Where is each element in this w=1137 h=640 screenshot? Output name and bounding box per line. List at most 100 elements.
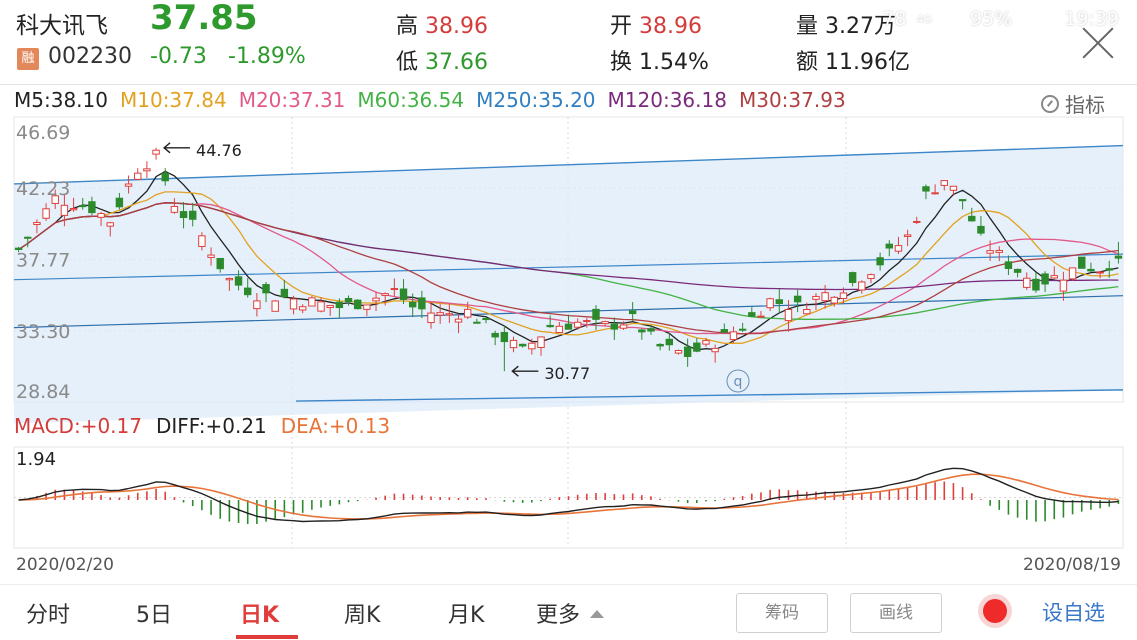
annotations: 44.76 30.77 (162, 141, 590, 383)
candle-down (738, 328, 747, 331)
stock-name: 科大讯飞 (16, 13, 108, 39)
candle-up (573, 321, 582, 328)
candle-down (958, 199, 967, 202)
record-dot-icon[interactable] (983, 599, 1007, 623)
candle-up (1096, 271, 1104, 274)
date-end-label: 2020/08/19 (1023, 555, 1121, 575)
candle-down (14, 247, 23, 250)
candle-up (308, 297, 316, 307)
candle-down (610, 323, 619, 330)
tab-monthly-k[interactable]: 月K (448, 603, 485, 628)
candle-up (858, 281, 866, 291)
chips-button[interactable]: 筹码 (736, 593, 828, 633)
candle-down (656, 343, 664, 347)
signal-icon (942, 11, 960, 27)
channel-lower-line (295, 389, 1124, 402)
low-label: 低 (396, 50, 419, 75)
candle-up (867, 274, 875, 279)
candle-up (812, 295, 820, 300)
macd-tick-label: 1.94 (16, 449, 56, 470)
candle-down (922, 186, 930, 192)
candle-down (848, 272, 857, 283)
candle-up (729, 331, 738, 341)
candle-up (601, 321, 609, 325)
tab-intraday[interactable]: 分时 (26, 603, 71, 628)
battery-icon (1022, 11, 1058, 27)
annotation-label: 30.77 (544, 364, 590, 383)
candle-up (528, 342, 536, 350)
candle-down (1087, 268, 1095, 272)
candle-up (821, 292, 829, 302)
candle-up (390, 288, 399, 291)
candle-up (839, 292, 848, 299)
draw-line-button[interactable]: 画线 (850, 593, 942, 633)
candle-up (711, 347, 719, 353)
candle-up (381, 293, 389, 296)
active-tab-indicator (236, 635, 298, 639)
candle-down (234, 276, 243, 286)
candle-up (931, 192, 939, 195)
macd-lines (18, 467, 1119, 523)
candle-down (683, 346, 692, 357)
candle-down (500, 331, 509, 343)
candle-down (280, 288, 289, 298)
candlesticks (14, 147, 1123, 372)
tab-weekly-k[interactable]: 周K (344, 603, 381, 628)
price-tick-label: 46.69 (16, 122, 70, 144)
ma-legend: M5:38.10 M10:37.84 M20:37.31 M60:36.54 M… (14, 88, 846, 114)
ma-legend-item: M10:37.84 (119, 88, 227, 112)
candle-up (298, 306, 307, 311)
margin-badge: 融 (17, 48, 39, 70)
candle-down (518, 343, 527, 347)
volume-label: 量 (796, 14, 819, 39)
indicator-button[interactable]: 指标 (1041, 89, 1105, 118)
candle-up (903, 234, 912, 237)
candle-up (940, 180, 948, 186)
candle-up (454, 318, 463, 323)
m250-line (13, 295, 1124, 329)
candle-down (216, 257, 224, 270)
amount-value: 11.96亿 (825, 50, 910, 75)
candle-down (115, 197, 124, 208)
candle-down (1105, 268, 1113, 271)
candle-up (1059, 279, 1068, 292)
price-axis: 46.69 42.23 37.77 33.30 28.84 (16, 122, 70, 403)
price-tick-label: 42.23 (16, 178, 70, 200)
channel-mid-line (13, 253, 1124, 281)
arrow-head (511, 365, 519, 377)
high-stat: 高 38.96 (396, 8, 488, 40)
candle-down (408, 301, 417, 308)
ma-legend-item: M60:36.54 (357, 88, 465, 112)
candle-down (1032, 278, 1040, 291)
candle-up (363, 304, 371, 310)
tab-daily-k[interactable]: 日K (240, 603, 280, 628)
ma-line-m10 (18, 191, 1119, 344)
candle-up (949, 185, 958, 191)
candle-up (143, 168, 151, 172)
candle-down (647, 328, 655, 332)
candle-down (546, 324, 554, 328)
stock-code: 002230 (48, 44, 132, 69)
candle-down (968, 215, 976, 222)
stock-header: 科大讯飞 37.85 融 002230 -0.73 -1.89% 高 38.96… (0, 0, 1137, 84)
candle-up (702, 340, 710, 345)
candle-down (473, 321, 481, 324)
high-label: 高 (396, 14, 419, 39)
candle-down (977, 225, 985, 234)
add-watchlist-button[interactable]: 设自选 (1042, 601, 1105, 625)
indicator-label: 指标 (1065, 93, 1105, 117)
kline-chart[interactable]: q 46.69 42.23 37.77 33.30 28.84 44.76 30.77 1… (0, 0, 1137, 584)
candle-up (986, 250, 994, 254)
open-label: 开 (610, 14, 633, 39)
channel-fill (14, 145, 1123, 424)
candle-down (665, 338, 674, 346)
low-value: 37.66 (425, 50, 488, 75)
candle-down (179, 211, 188, 219)
candle-up (1023, 277, 1031, 288)
candle-down (1041, 273, 1049, 285)
stock-price: 37.85 (150, 0, 258, 38)
candle-up (124, 183, 133, 187)
price-tick-label: 33.30 (16, 321, 70, 343)
tab-more[interactable]: 更多 (536, 597, 605, 629)
tab-5day[interactable]: 5日 (136, 603, 172, 628)
